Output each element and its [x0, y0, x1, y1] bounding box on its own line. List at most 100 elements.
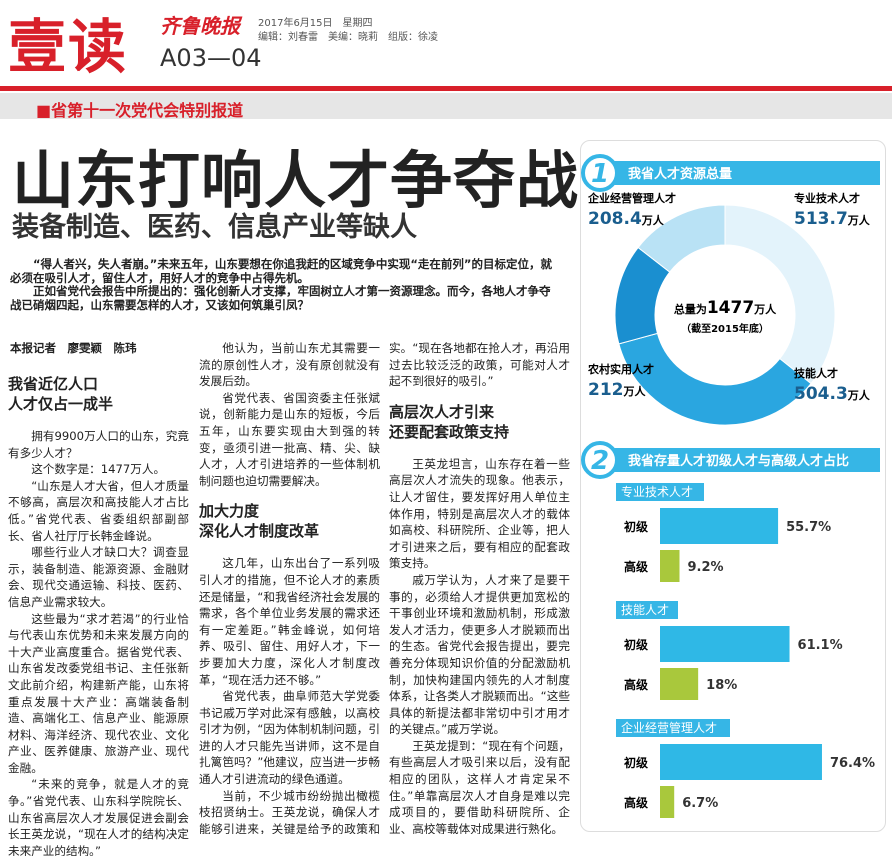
column: 他认为，当前山东尤其需要一流的原创性人才，没有原创就没有发展后劲。 省党代表、省国…: [199, 340, 380, 834]
segment-name: 企业经营管理人才: [587, 191, 676, 205]
subheading: 高层次人才引来 还要配套政策支持: [389, 402, 570, 442]
group-label: 专业技术人才: [621, 484, 693, 499]
paragraph: 王英龙提到：“现在有个问题，有些高层人才吸引来以后，没有配相应的团队，这样人才肯…: [389, 738, 570, 834]
paragraph: 实。“现在各地都在抢人才，再沿用过去比较泛泛的政策，可能对人才起不到很好的吸引。…: [389, 341, 570, 389]
bar: [660, 744, 822, 780]
paragraph: “未来的竞争，就是人才的竞争。”省党代表、山东科学院院长、山东省高层次人才发展促…: [8, 777, 189, 856]
group-label: 技能人才: [621, 603, 669, 617]
byline: 本报记者 廖雯颖 陈玮: [10, 341, 137, 355]
number: 1: [591, 159, 609, 189]
bar: [660, 550, 680, 582]
value: 208.4: [588, 209, 642, 229]
group-label-bg: [616, 601, 678, 619]
subheading-line: 还要配套政策支持: [389, 422, 510, 441]
segment-name: 技能人才: [794, 366, 838, 380]
subheading-line: 我省近亿人口: [8, 375, 99, 393]
donut-segment: [618, 332, 812, 426]
value-label: 9.2%: [688, 560, 724, 575]
column: 我省近亿人口 人才仅占一成半拥有9900万人口的山东，究竟有多少人才？ 这个数字是：…: [8, 362, 189, 856]
segment-name: 专业技术人才: [794, 191, 860, 205]
subheading: 我省近亿人口 人才仅占一成半: [8, 374, 189, 414]
lead-paragraph: 正如省党代会报告中所提出的：强化创新人才支撑，牢固树立人才第一资源理念。而今，各…: [10, 284, 551, 312]
panel-title: 我省人才资源总量: [628, 166, 732, 182]
total-unit: 万人: [753, 302, 777, 316]
date: 2017年6月15日 星期四: [258, 18, 373, 29]
subheading-line: 人才仅占一成半: [8, 395, 114, 413]
paragraph: 拥有9900万人口的山东，究竟有多少人才？: [8, 429, 189, 460]
section-title: 壹读: [8, 13, 129, 81]
value-label: 55.7%: [786, 520, 831, 535]
title-bar: [602, 448, 880, 472]
rule: [0, 86, 892, 91]
panel-title: 我省存量人才初级人才与高级人才占比: [628, 453, 849, 469]
lead: “得人者兴，失人者崩。”未来五年，山东要想在你追我赶的区域竞争中实现“走在前列”…: [10, 257, 560, 312]
headline: 山东打响人才争夺战: [12, 144, 580, 217]
unit: 万人: [623, 384, 647, 398]
segment-value: 513.7万人: [794, 209, 871, 229]
donut-segment: [724, 204, 836, 385]
editors: 编辑：刘春雷 美编：晓莉 组版：徐凌: [258, 32, 438, 43]
paragraph: 他认为，当前山东尤其需要一流的原创性人才，没有原创就没有发展后劲。: [199, 341, 380, 389]
paper-name: 齐鲁晚报: [160, 14, 240, 38]
number-badge: [581, 154, 619, 192]
bar: [660, 508, 779, 544]
total: 总量为1477万人: [674, 298, 777, 318]
infographic-frame: [580, 140, 886, 832]
page-number: A03—04: [160, 44, 262, 72]
level-label: 初级: [624, 637, 648, 652]
total-value: 1477: [707, 298, 754, 318]
value: 513.7: [794, 209, 848, 229]
value: 212: [588, 380, 624, 400]
level-label: 初级: [624, 519, 648, 534]
level-label: 高级: [624, 677, 648, 692]
level-label: 初级: [624, 755, 648, 770]
paragraph: 省党代表、省国资委主任张斌说，创新能力是山东的短板，今后五年，山东要实现由大到强…: [199, 390, 380, 488]
segment-value: 212万人: [588, 380, 646, 400]
segment-value: 208.4万人: [588, 209, 665, 229]
total-prefix: 总量为: [674, 302, 707, 316]
bar: [660, 668, 699, 700]
number: 2: [591, 446, 609, 476]
value-label: 61.1%: [798, 638, 843, 653]
value-label: 76.4%: [830, 756, 875, 771]
bar: [660, 786, 675, 818]
unit: 万人: [847, 213, 871, 227]
bar: [660, 626, 790, 662]
subheading: 加大力度 深化人才制度改革: [199, 501, 380, 541]
paragraph: 哪些行业人才缺口大？调查显示，装备制造、能源资源、金融财会、现代交通运输、科技、…: [8, 545, 189, 609]
value: 504.3: [794, 384, 848, 404]
segment-name: 农村实用人才: [587, 362, 654, 376]
paragraph: 戚万学认为，人才来了是要干事的，必须给人才提供更加宽松的干事创业环境和激励机制，…: [389, 572, 570, 737]
subheading-line: 深化人才制度改革: [199, 522, 320, 541]
page: 壹读 齐鲁晚报 2017年6月15日 星期四 编辑：刘春雷 美编：晓莉 组版：徐…: [0, 13, 892, 856]
donut-segment: [637, 204, 726, 273]
infographic: 1 我省人才资源总量总量为1477万人（截至2015年底）专业技术人才513.7万…: [581, 154, 880, 818]
paragraph: “山东是人才大省，但人才质量不够高，高层次和高技能人才占比低。”省党代表、省委组…: [8, 478, 189, 543]
level-label: 高级: [624, 795, 648, 810]
banner: ■省第十一次党代会特别报道: [36, 101, 244, 120]
paragraph: 这个数字是：1477万人。: [31, 462, 166, 477]
subheadline: 装备制造、医药、信息产业等缺人: [12, 212, 417, 243]
group-label-bg: [616, 719, 730, 737]
value-label: 6.7%: [682, 796, 718, 811]
level-label: 高级: [624, 559, 648, 574]
paragraph: 当前，不少城市纷纷抛出橄榄枝招贤纳士。王英龙说，确保人才能够引进来，关键是给予的…: [199, 788, 380, 834]
unit: 万人: [641, 213, 665, 227]
paragraph: 这些最为“求才若渴”的行业恰与代表山东优势和未来发展方向的十大产业高度重合。据省…: [8, 611, 189, 775]
title-bar: [602, 161, 880, 185]
number-badge: [581, 441, 619, 479]
subheading-line: 加大力度: [199, 502, 260, 521]
group-label: 企业经营管理人才: [621, 720, 717, 735]
banner-bg: [0, 93, 892, 119]
group-label-bg: [616, 483, 704, 501]
total-note: （截至2015年底）: [681, 322, 769, 335]
paragraph: 王英龙坦言，山东存在着一些高层次人才流失的现象。他表示，让人才留住，要发挥好用人…: [389, 456, 570, 571]
unit: 万人: [847, 388, 871, 402]
value-label: 18%: [706, 678, 737, 693]
paragraph: 省党代表，曲阜师范大学党委书记戚万学对此深有感触，以高校引才为例，“因为体制机制…: [199, 689, 380, 787]
segment-value: 504.3万人: [794, 384, 871, 404]
column: 实。“现在各地都在抢人才，再沿用过去比较泛泛的政策，可能对人才起不到很好的吸引。…: [389, 340, 570, 834]
subheading-line: 高层次人才引来: [389, 402, 495, 421]
lead-paragraph: “得人者兴，失人者崩。”未来五年，山东要想在你追我赶的区域竞争中实现“走在前列”…: [10, 257, 552, 285]
paragraph: 这几年，山东出台了一系列吸引人才的措施，但不论人才的素质还是储量，“和我省经济社…: [199, 556, 380, 687]
